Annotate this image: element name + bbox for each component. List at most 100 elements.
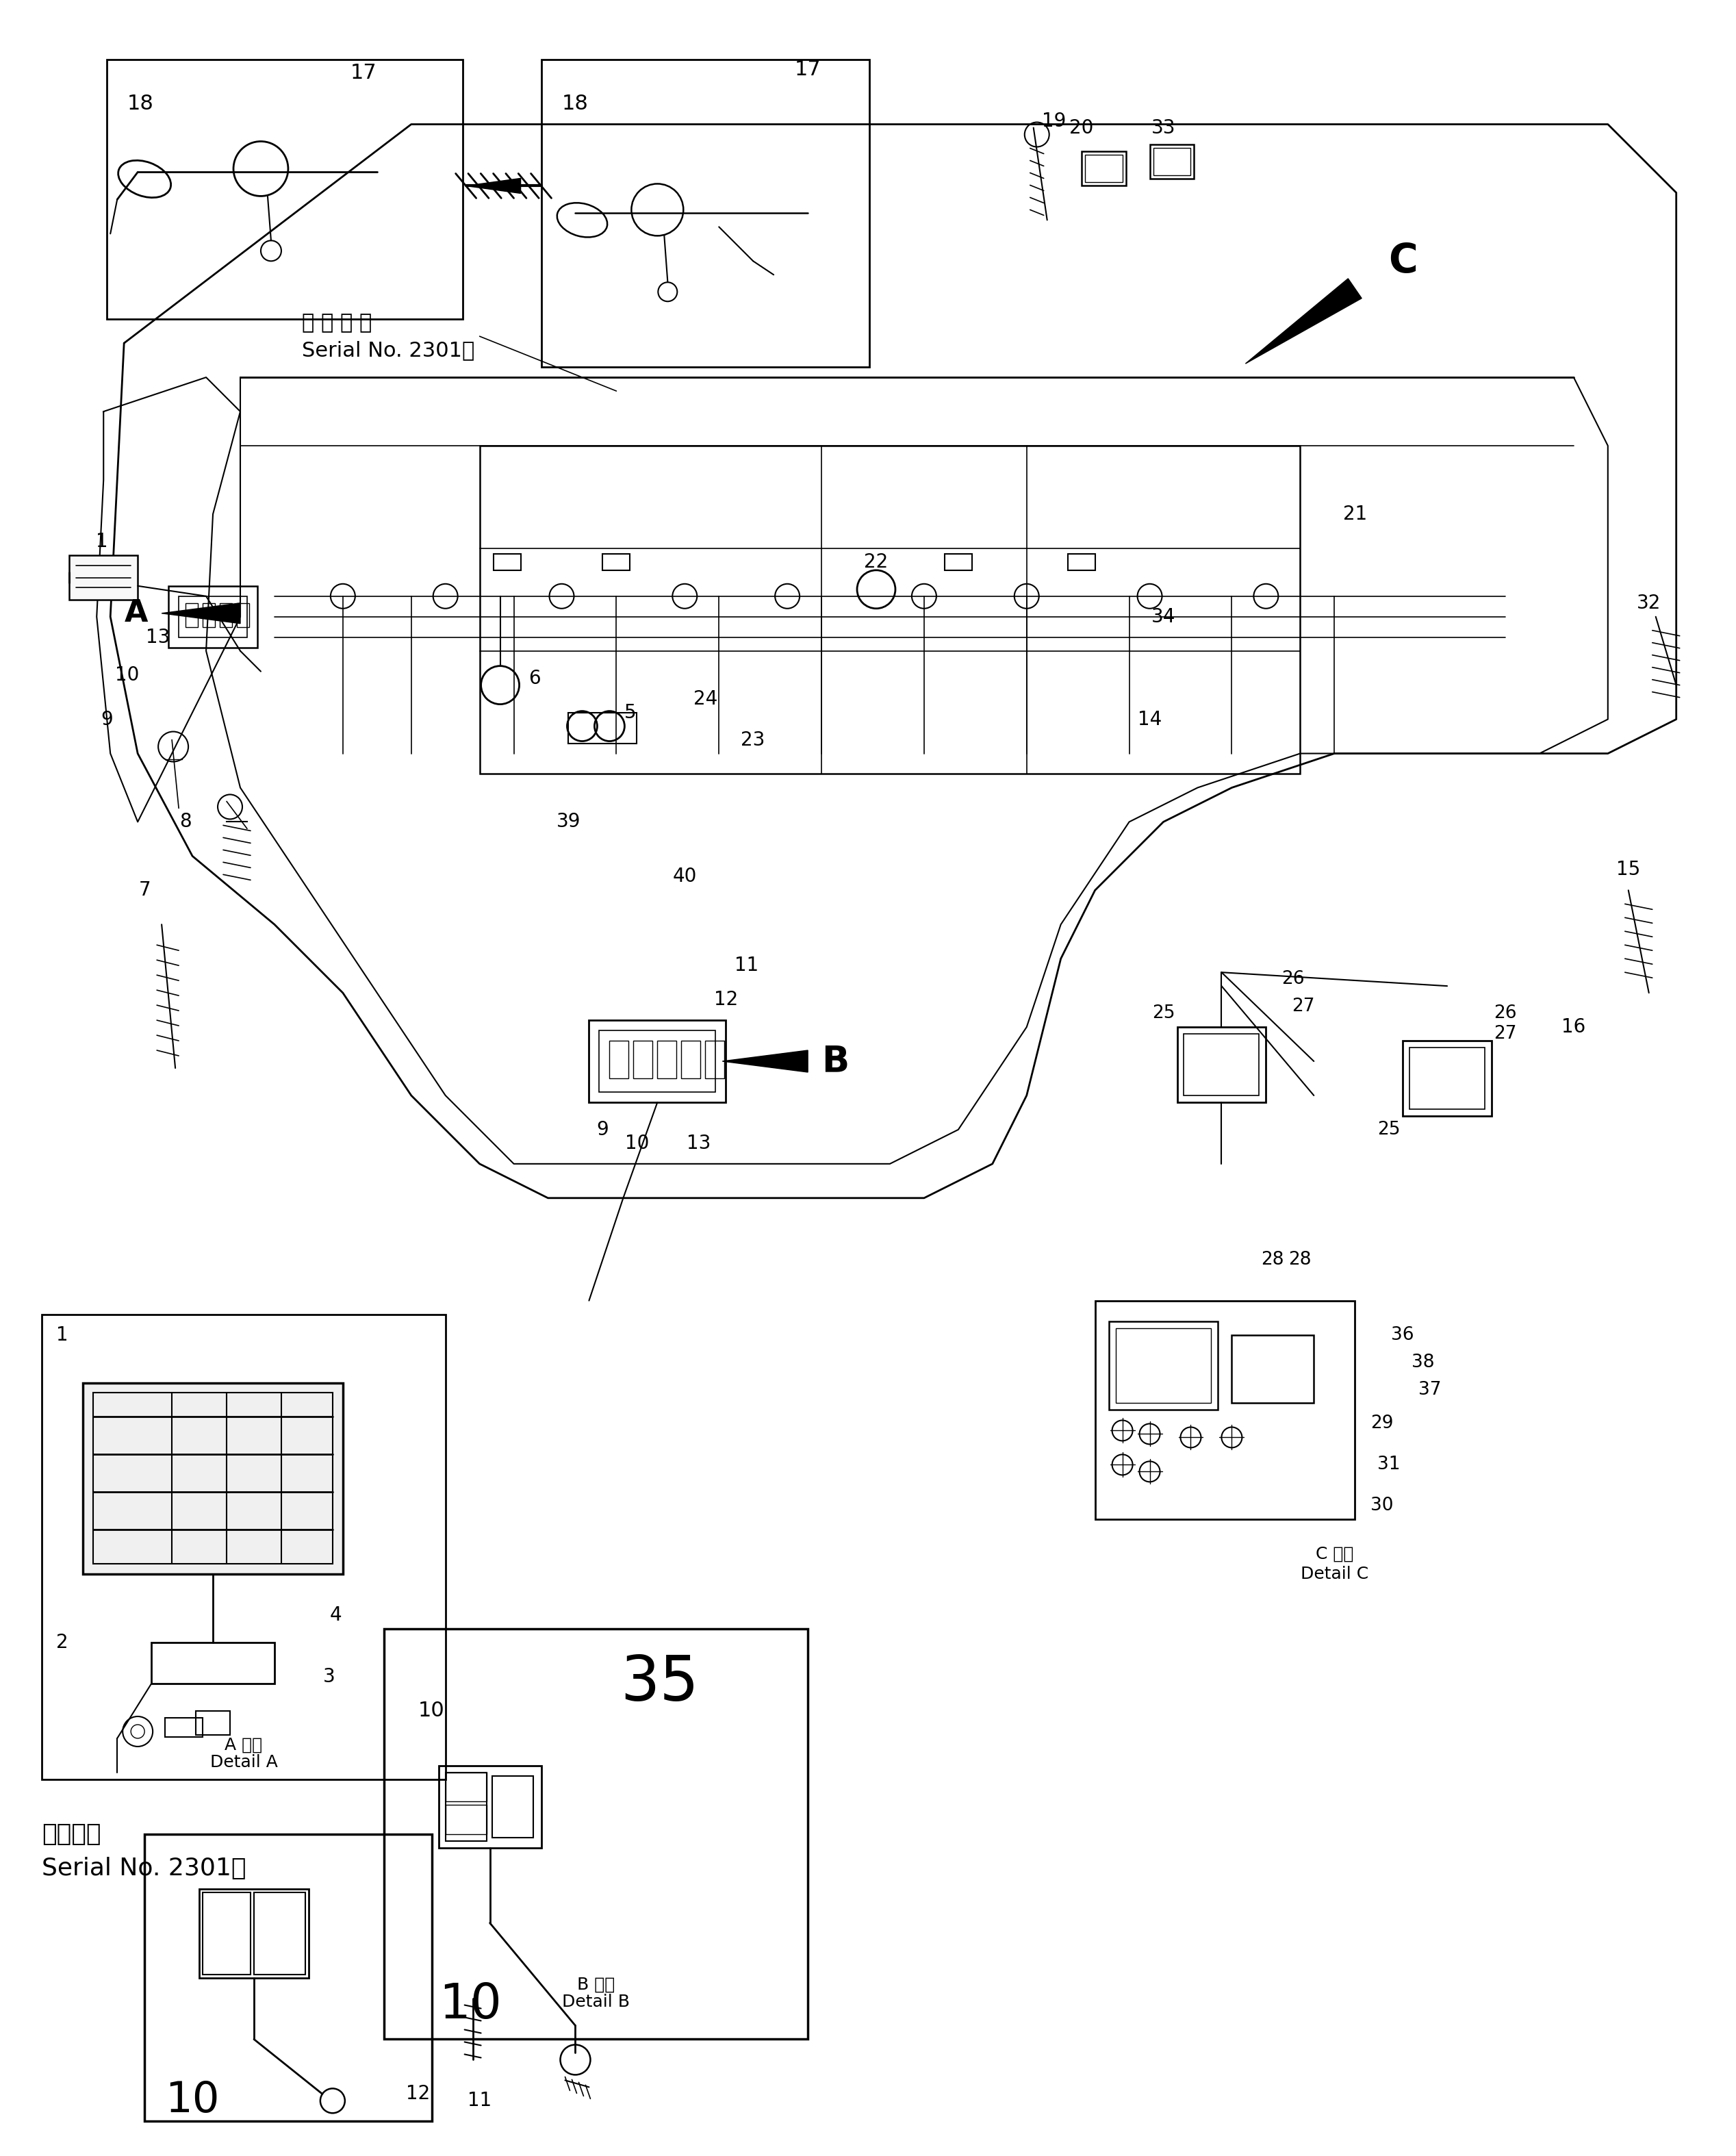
Bar xyxy=(479,446,1300,774)
Text: 8: 8 xyxy=(179,813,191,832)
Bar xyxy=(186,604,198,627)
Circle shape xyxy=(323,1554,342,1574)
Text: 26: 26 xyxy=(1495,1005,1517,1022)
Text: Detail B: Detail B xyxy=(562,1994,630,2009)
Text: 16: 16 xyxy=(1562,1018,1585,1037)
Text: 9: 9 xyxy=(101,709,113,729)
Text: 25: 25 xyxy=(1378,1121,1401,1138)
Text: 35: 35 xyxy=(620,1654,698,1714)
Text: 24: 24 xyxy=(693,690,717,709)
Text: 6: 6 xyxy=(528,668,540,688)
Text: 14: 14 xyxy=(1137,709,1161,729)
Text: A 詳細: A 詳細 xyxy=(226,1738,262,1753)
Text: 10: 10 xyxy=(625,1134,649,1153)
Bar xyxy=(658,1041,677,1078)
Circle shape xyxy=(323,1382,342,1404)
Text: 18: 18 xyxy=(562,95,589,114)
Polygon shape xyxy=(1245,278,1361,364)
Text: 27: 27 xyxy=(1292,998,1316,1015)
Text: 33: 33 xyxy=(1151,119,1175,138)
Text: 9: 9 xyxy=(597,1121,609,1138)
Bar xyxy=(634,1041,653,1078)
Bar xyxy=(493,554,521,569)
Bar xyxy=(681,1041,700,1078)
Bar xyxy=(196,1712,231,1736)
Text: 29: 29 xyxy=(1371,1414,1394,1432)
Text: 11: 11 xyxy=(467,2091,491,2111)
Polygon shape xyxy=(161,604,240,623)
Text: 13: 13 xyxy=(146,627,170,647)
Text: 13: 13 xyxy=(686,1134,710,1153)
Text: 39: 39 xyxy=(556,813,580,832)
Bar xyxy=(203,604,215,627)
Bar xyxy=(1109,1322,1219,1410)
Text: 1: 1 xyxy=(57,1326,68,1345)
Text: 5: 5 xyxy=(623,703,635,722)
Bar xyxy=(236,604,250,627)
Bar xyxy=(42,1315,446,1779)
Bar xyxy=(144,1835,432,2122)
Text: 21: 21 xyxy=(1342,505,1366,524)
Bar xyxy=(589,1020,726,1102)
Bar xyxy=(599,1031,715,1093)
Text: 40: 40 xyxy=(672,867,696,886)
Text: B 詳細: B 詳細 xyxy=(576,1977,615,1992)
Polygon shape xyxy=(465,179,521,194)
Text: 12: 12 xyxy=(406,2085,431,2104)
Text: 32: 32 xyxy=(1637,593,1661,612)
Polygon shape xyxy=(722,1050,807,1072)
Text: 36: 36 xyxy=(1391,1326,1415,1343)
Text: 37: 37 xyxy=(1418,1380,1441,1399)
Text: 17: 17 xyxy=(795,60,821,80)
Text: 4: 4 xyxy=(330,1606,342,1626)
Bar xyxy=(944,554,972,569)
Text: Detail C: Detail C xyxy=(1300,1565,1368,1583)
Bar xyxy=(446,1805,486,1835)
Text: Detail A: Detail A xyxy=(210,1755,278,1770)
Bar xyxy=(705,1041,724,1078)
Text: 28: 28 xyxy=(1262,1250,1285,1268)
Bar xyxy=(1095,1300,1354,1520)
Text: B: B xyxy=(821,1044,849,1078)
Bar xyxy=(200,1889,309,1977)
Bar xyxy=(446,1772,486,1800)
Bar xyxy=(151,1643,274,1684)
Text: 適 用 号 機: 適 用 号 機 xyxy=(302,313,372,332)
Bar xyxy=(609,1041,628,1078)
Text: 3: 3 xyxy=(323,1667,335,1686)
Text: Serial No. 2301～: Serial No. 2301～ xyxy=(42,1856,247,1880)
Text: 1: 1 xyxy=(95,533,108,552)
Bar xyxy=(203,1893,250,1975)
Text: 23: 23 xyxy=(741,731,766,750)
Bar xyxy=(568,711,637,744)
Bar xyxy=(108,60,462,319)
Bar xyxy=(1410,1048,1484,1108)
Text: 10: 10 xyxy=(418,1701,444,1720)
Text: 18: 18 xyxy=(127,95,155,114)
Text: 17: 17 xyxy=(351,63,377,82)
Bar xyxy=(1403,1041,1491,1117)
Text: 19: 19 xyxy=(1042,112,1066,132)
Text: 12: 12 xyxy=(713,990,738,1009)
Text: 22: 22 xyxy=(865,552,889,571)
Bar xyxy=(253,1893,306,1975)
Bar xyxy=(165,1718,203,1738)
Bar xyxy=(1153,149,1191,175)
Bar xyxy=(1149,144,1194,179)
Bar xyxy=(220,604,233,627)
Text: 27: 27 xyxy=(1495,1024,1517,1044)
Bar xyxy=(94,1393,333,1563)
Text: 25: 25 xyxy=(1153,1005,1175,1022)
Text: 11: 11 xyxy=(734,955,759,975)
Bar xyxy=(1233,1335,1314,1404)
Bar xyxy=(69,554,137,599)
Text: 26: 26 xyxy=(1281,970,1305,987)
Text: C 詳細: C 詳細 xyxy=(1316,1546,1354,1561)
Bar xyxy=(1068,554,1095,569)
Bar xyxy=(1116,1328,1212,1404)
Text: 15: 15 xyxy=(1616,860,1641,880)
Text: 7: 7 xyxy=(139,880,151,899)
Text: 10: 10 xyxy=(115,666,139,683)
Bar xyxy=(83,1382,342,1574)
Bar xyxy=(1082,151,1125,185)
